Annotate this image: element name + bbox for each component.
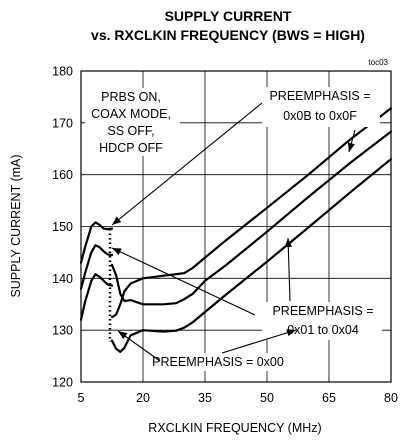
x-tick-labels: 5 20 35 50 65 80	[78, 391, 398, 405]
annotation-top-bg	[262, 87, 380, 127]
chart-title: SUPPLY CURRENT	[165, 8, 292, 24]
annotation-mid-bg	[262, 302, 382, 340]
x-tick-65: 65	[322, 391, 336, 405]
series-0-low-freq-line	[79, 221, 114, 264]
annotation-bottom: PREEMPHASIS = 0x00	[152, 355, 284, 369]
arrow-mid-low-line	[111, 247, 256, 316]
arrow-top-curve-head	[347, 142, 355, 152]
arrow-mid-low-head	[112, 248, 122, 256]
x-tick-5: 5	[78, 391, 85, 405]
arrow-bottom-curve-line	[221, 329, 297, 354]
annotation-mid-line2: 0x01 to 0x04	[287, 323, 359, 337]
y-tick-labels: 120 130 140 150 160 170 180	[52, 65, 73, 390]
arrow-conditions-line	[111, 102, 263, 226]
arrow-conditions-head	[112, 216, 122, 225]
series-1-line	[110, 130, 393, 306]
arrow-bottom-curve-head	[286, 329, 296, 337]
y-tick-180: 180	[52, 65, 73, 79]
x-tick-20: 20	[136, 391, 150, 405]
y-tick-130: 130	[52, 324, 73, 338]
chart-subtitle: vs. RXCLKIN FREQUENCY (BWS = HIGH)	[91, 27, 365, 43]
annotation-top-line2: 0x0B to 0x0F	[283, 109, 357, 123]
y-tick-120: 120	[52, 376, 73, 390]
arrow-bottom-low-head	[118, 331, 128, 340]
y-axis-label: SUPPLY CURRENT (mA)	[9, 154, 23, 297]
annotation-bottom-bg	[144, 353, 294, 371]
series-2-low-freq-line	[79, 273, 114, 321]
x-tick-50: 50	[260, 391, 274, 405]
conditions-box	[85, 88, 180, 156]
series-group	[79, 107, 393, 353]
annotation-mid-line1: PREEMPHASIS =	[272, 304, 373, 318]
condition-line-1: PRBS ON,	[101, 90, 161, 104]
y-tick-150: 150	[52, 220, 73, 234]
figure-id: toc03	[368, 58, 388, 67]
annotation-top-line1: PREEMPHASIS =	[269, 89, 370, 103]
x-tick-35: 35	[198, 391, 212, 405]
annotation-arrows	[111, 102, 356, 362]
condition-line-4: HDCP OFF	[99, 141, 163, 155]
arrow-mid-curve-line	[287, 237, 291, 302]
arrow-mid-curve-head	[284, 238, 292, 248]
x-tick-80: 80	[384, 391, 398, 405]
y-tick-170: 170	[52, 116, 73, 130]
condition-line-3: SS OFF,	[107, 124, 154, 138]
y-tick-140: 140	[52, 272, 73, 286]
x-axis-label: RXCLKIN FREQUENCY (MHz)	[148, 421, 321, 435]
series-1-low-freq-line	[79, 244, 114, 290]
condition-line-2: COAX MODE,	[91, 107, 171, 121]
y-tick-160: 160	[52, 168, 73, 182]
